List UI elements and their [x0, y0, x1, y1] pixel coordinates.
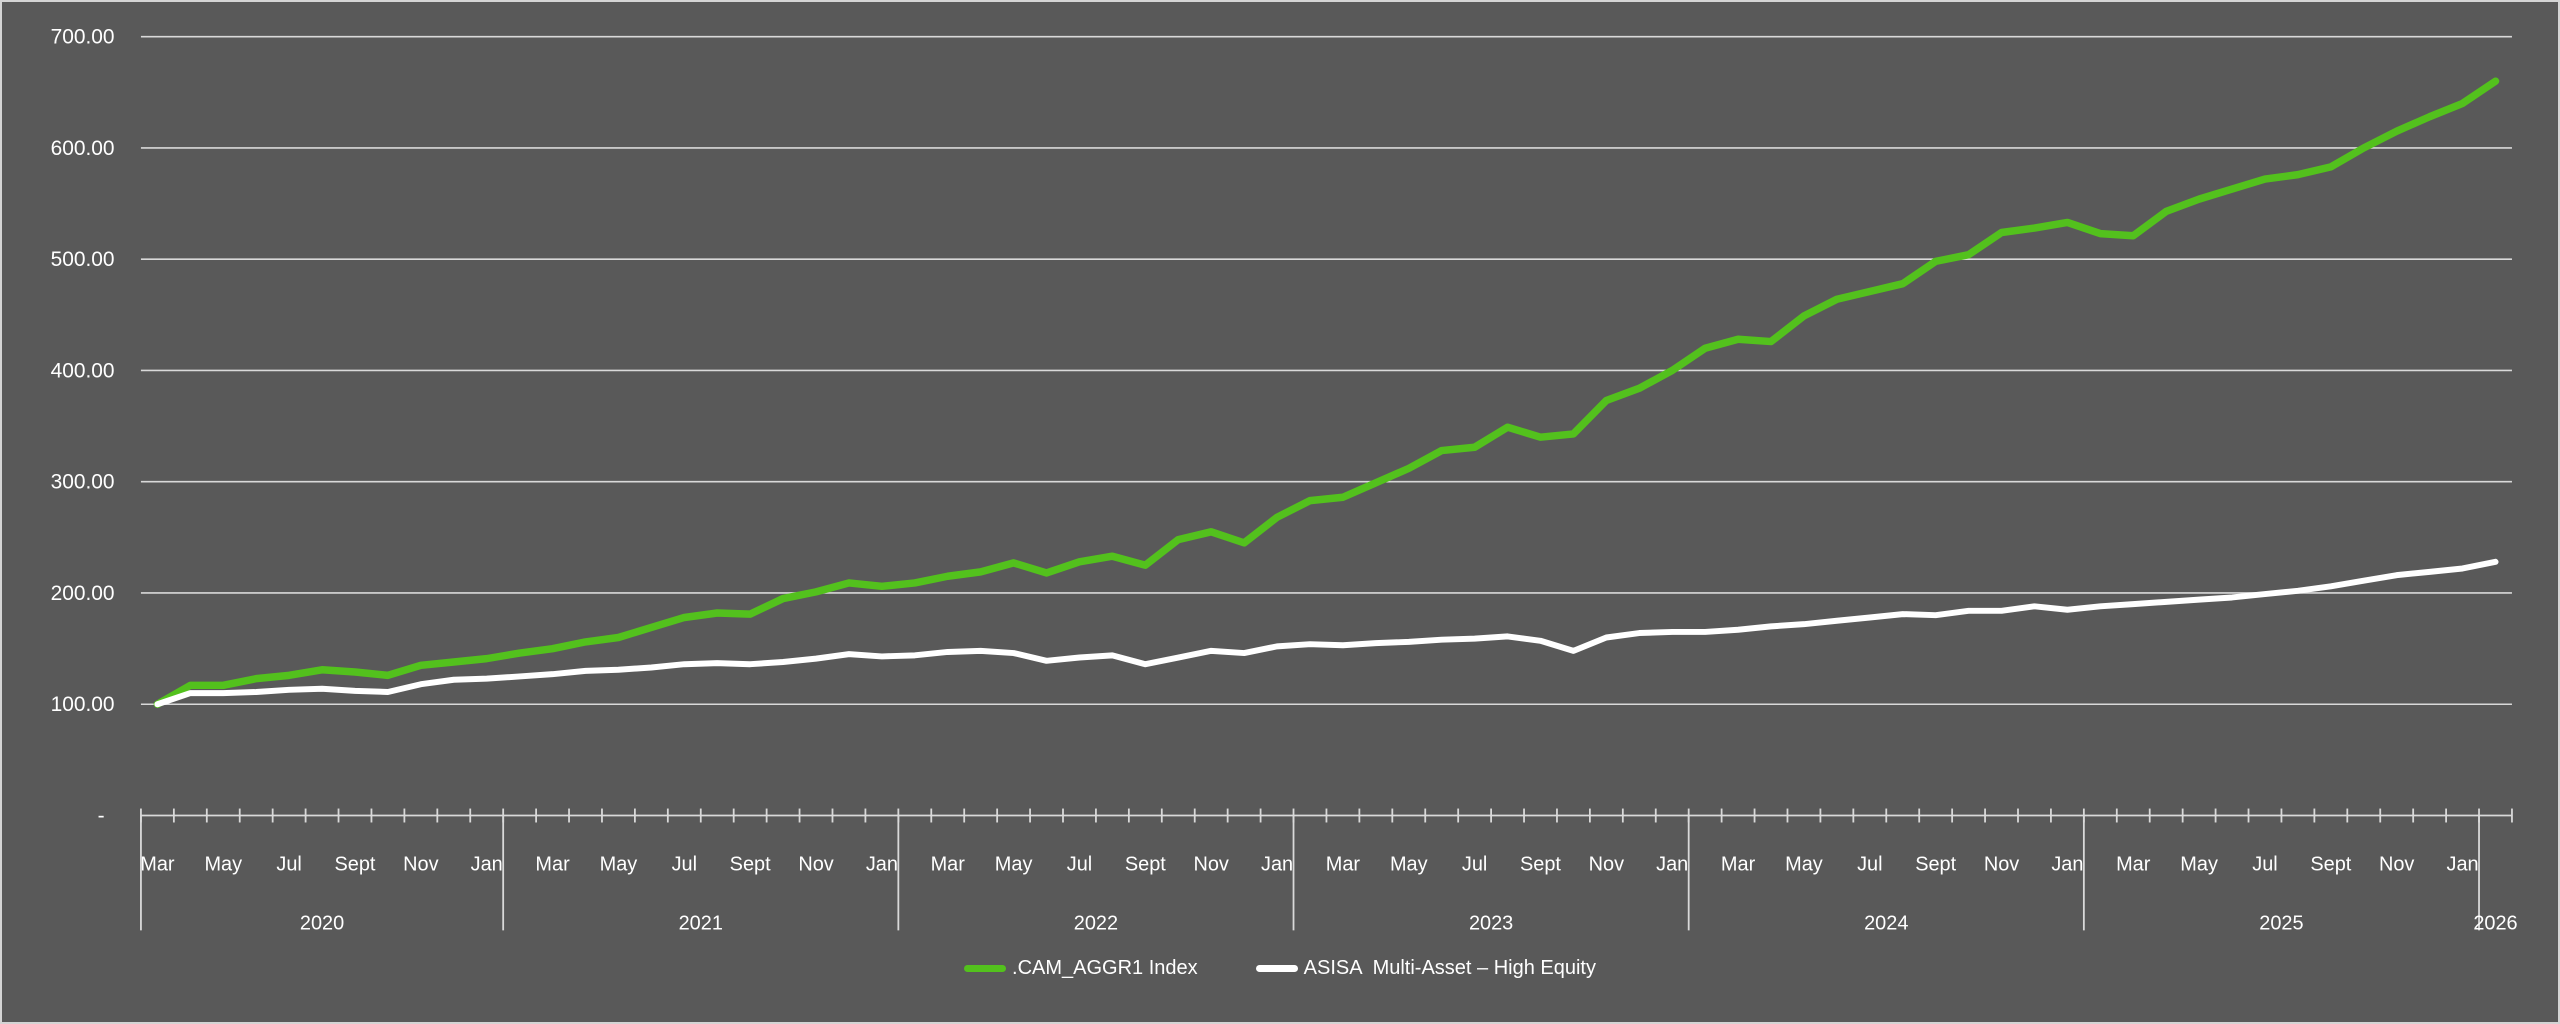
- x-axis-month-label: Sept: [730, 854, 771, 876]
- legend-item-asisa[interactable]: ASISA Multi-Asset – High Equity: [1255, 957, 1596, 979]
- legend-swatch-asisa: [1255, 964, 1298, 972]
- x-axis-month-label: Jan: [866, 854, 898, 876]
- legend-label-cam-aggr1: .CAM_AGGR1 Index: [1012, 957, 1198, 979]
- x-axis-year-label: 2020: [300, 912, 344, 934]
- x-axis-month-label: Jul: [672, 854, 697, 876]
- x-axis-month-label: May: [995, 854, 1033, 876]
- x-axis-month-label: Jan: [1261, 854, 1293, 876]
- x-axis-month-label: Jul: [276, 854, 301, 876]
- legend-label-asisa: ASISA Multi-Asset – High Equity: [1303, 957, 1596, 979]
- x-axis-month-label: Jan: [2447, 854, 2479, 876]
- x-axis-month-label: May: [2180, 854, 2218, 876]
- x-axis-month-label: Nov: [1193, 854, 1228, 876]
- x-axis-month-label: Sept: [1915, 854, 1956, 876]
- x-axis-month-label: Jan: [1656, 854, 1688, 876]
- x-axis-year-label: 2024: [1864, 912, 1908, 934]
- legend: .CAM_AGGR1 Index ASISA Multi-Asset – Hig…: [964, 958, 1596, 978]
- x-axis-month-label: Sept: [335, 854, 376, 876]
- x-axis-month-label: Jul: [1462, 854, 1487, 876]
- x-axis-year-label: 2025: [2259, 912, 2303, 934]
- y-axis-tick-label: 400.00: [51, 359, 115, 382]
- x-axis-month-label: Jul: [1857, 854, 1882, 876]
- x-axis-month-label: Mar: [1721, 854, 1756, 876]
- x-axis-month-label: Nov: [1589, 854, 1624, 876]
- y-axis-tick-label: 700.00: [51, 26, 115, 49]
- x-axis-year-label: 2021: [679, 912, 723, 934]
- y-axis-tick-label: 300.00: [51, 471, 115, 494]
- legend-item-cam-aggr1[interactable]: .CAM_AGGR1 Index: [964, 958, 1198, 978]
- x-axis-month-label: Mar: [1326, 854, 1361, 876]
- x-axis-month-label: Mar: [535, 854, 570, 876]
- y-axis-tick-label: 600.00: [51, 137, 115, 160]
- x-axis-month-label: Sept: [1125, 854, 1166, 876]
- y-axis-tick-label: 100.00: [51, 693, 115, 716]
- x-axis-month-label: May: [204, 854, 242, 876]
- x-axis-month-label: Jan: [471, 854, 503, 876]
- x-axis-month-label: Jul: [1067, 854, 1092, 876]
- y-axis-zero-label: -: [98, 804, 105, 827]
- x-axis-month-label: Nov: [1984, 854, 2019, 876]
- x-axis-month-label: Sept: [1520, 854, 1561, 876]
- x-axis-month-label: Mar: [2116, 854, 2151, 876]
- x-axis-year-label: 2022: [1074, 912, 1118, 934]
- x-axis-month-label: May: [600, 854, 638, 876]
- x-axis-month-label: Mar: [931, 854, 966, 876]
- x-axis-month-label: Mar: [140, 854, 175, 876]
- legend-swatch-cam-aggr1: [964, 964, 1007, 972]
- x-axis-month-label: May: [1390, 854, 1428, 876]
- x-axis-month-label: May: [1785, 854, 1823, 876]
- x-axis-month-label: Nov: [798, 854, 833, 876]
- x-axis-year-label: 2023: [1469, 912, 1513, 934]
- series-line-cam-aggr1: [153, 77, 2500, 708]
- series-line-asisa: [154, 558, 2499, 708]
- x-axis-month-label: Sept: [2310, 854, 2351, 876]
- x-axis-month-label: Jan: [2051, 854, 2083, 876]
- x-axis-month-label: Jul: [2252, 854, 2277, 876]
- y-axis-tick-label: 200.00: [51, 582, 115, 605]
- x-axis-month-label: Nov: [2379, 854, 2414, 876]
- x-axis-year-label: 2026: [2473, 912, 2517, 934]
- x-axis-month-label: Nov: [403, 854, 438, 876]
- y-axis-tick-label: 500.00: [51, 248, 115, 271]
